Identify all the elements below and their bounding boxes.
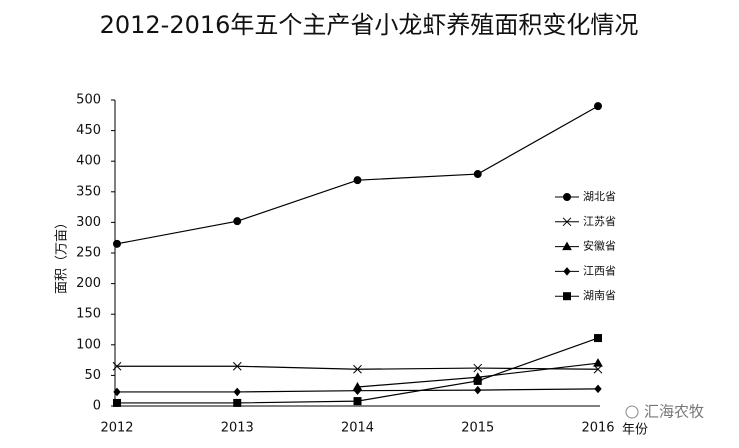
legend-label: 湖北省 <box>583 190 616 203</box>
x-tick-label: 2013 <box>221 421 254 436</box>
y-axis-label: 面积（万亩） <box>54 216 70 294</box>
x-axis-label: 年份 <box>622 423 648 438</box>
marker <box>233 398 242 407</box>
y-tick-label: 250 <box>76 246 101 261</box>
marker <box>353 397 362 406</box>
marker <box>594 334 602 343</box>
watermark-icon <box>625 405 639 419</box>
y-tick-label: 150 <box>76 307 101 322</box>
y-tick-label: 100 <box>76 337 101 352</box>
marker <box>113 398 121 407</box>
marker <box>353 176 362 185</box>
chart-title: 2012-2016年五个主产省小龙虾养殖面积变化情况 <box>100 11 639 39</box>
marker <box>474 385 482 395</box>
watermark: 汇海农牧 <box>625 403 704 421</box>
legend-label: 安徽省 <box>583 239 616 253</box>
marker <box>233 217 242 226</box>
legend-label: 湖南省 <box>583 289 616 302</box>
marker <box>473 170 482 179</box>
x-tick-label: 2012 <box>100 421 133 436</box>
x-tick-label: 2015 <box>461 421 494 436</box>
marker <box>232 361 242 371</box>
series-line <box>116 105 599 245</box>
marker <box>112 361 122 371</box>
legend-label: 江苏省 <box>583 215 616 228</box>
x-tick-label: 2016 <box>581 421 614 436</box>
legend-marker <box>563 193 571 201</box>
y-tick-label: 450 <box>76 123 101 138</box>
x-tick-label: 2014 <box>341 421 374 436</box>
legend-marker <box>563 292 571 301</box>
marker <box>233 387 241 397</box>
marker <box>353 364 362 374</box>
marker <box>113 239 121 248</box>
marker <box>473 376 482 385</box>
legend-marker <box>562 217 572 227</box>
y-tick-label: 400 <box>76 154 101 169</box>
y-tick-label: 0 <box>93 399 101 414</box>
y-tick-label: 200 <box>76 276 101 291</box>
marker <box>594 384 602 394</box>
y-tick-label: 300 <box>76 215 101 230</box>
marker <box>594 102 602 111</box>
y-tick-label: 350 <box>76 184 101 199</box>
marker <box>353 386 362 395</box>
legend-marker <box>563 267 571 276</box>
marker <box>113 387 121 397</box>
y-tick-label: 500 <box>76 93 101 108</box>
legend-label: 江西省 <box>583 264 616 277</box>
watermark-text: 汇海农牧 <box>644 403 704 421</box>
marker <box>593 358 603 367</box>
y-tick-label: 50 <box>84 368 101 383</box>
marker <box>473 363 483 373</box>
legend-marker <box>562 241 572 251</box>
